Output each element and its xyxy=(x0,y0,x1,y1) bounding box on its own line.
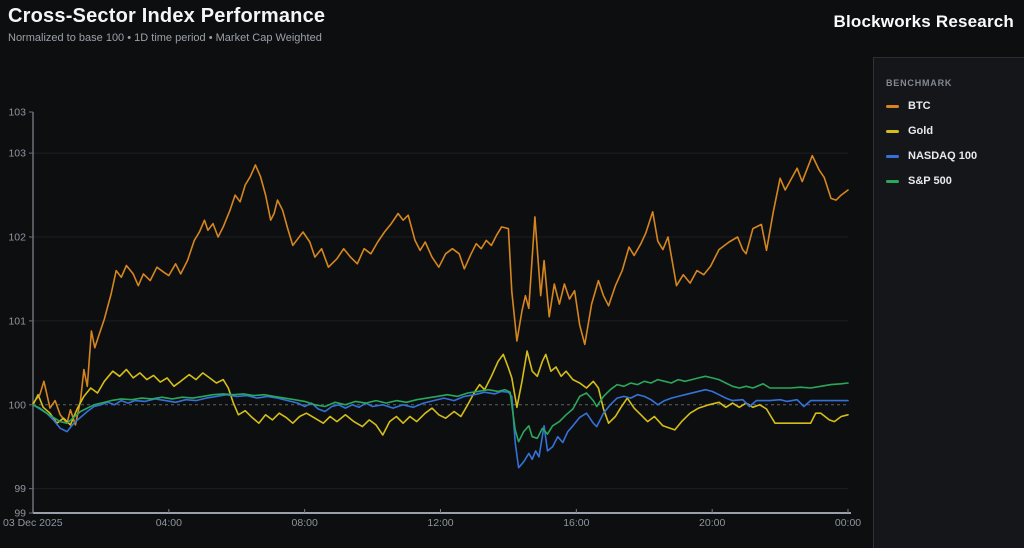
legend-header: BENCHMARK xyxy=(886,78,953,88)
legend-item-label: BTC xyxy=(908,100,931,112)
legend-item-s-p-500[interactable]: S&P 500 xyxy=(886,175,1024,187)
brand-logo: Blockworks Research xyxy=(833,12,1014,31)
y-tick-label: 100 xyxy=(8,399,26,411)
y-tick-label: 99 xyxy=(14,483,26,495)
legend-swatch-icon xyxy=(886,154,899,158)
x-tick-label: 03 Dec 2025 xyxy=(3,517,63,529)
legend-swatch-icon xyxy=(886,129,899,133)
y-tick-label: 103 xyxy=(8,107,26,119)
x-tick-label: 04:00 xyxy=(156,517,182,529)
legend-item-label: S&P 500 xyxy=(908,175,952,187)
series-line-s-p-500[interactable] xyxy=(32,375,849,443)
legend-panel: BENCHMARK BTC Gold NASDAQ 100 S&P 500 xyxy=(873,57,1024,548)
legend-item-gold[interactable]: Gold xyxy=(886,125,1024,137)
y-axis-labels: 103 103 102 101 100 99 99 xyxy=(8,107,33,520)
y-tick-label: 103 xyxy=(8,148,26,160)
page-title: Cross-Sector Index Performance xyxy=(8,5,326,27)
legend-item-nasdaq-100[interactable]: NASDAQ 100 xyxy=(886,150,1024,162)
legend-items: BTC Gold NASDAQ 100 S&P 500 xyxy=(886,100,1024,187)
x-axis-labels: 03 Dec 2025 04:00 08:00 12:00 16:00 20:00 00:0… xyxy=(3,509,861,529)
x-tick-label: 08:00 xyxy=(292,517,318,529)
x-tick-label: 20:00 xyxy=(699,517,725,529)
gridlines xyxy=(33,152,848,490)
series-line-btc[interactable] xyxy=(32,154,849,426)
page-subtitle: Normalized to base 100 • 1D time period … xyxy=(8,32,322,44)
x-tick-label: 00:00 xyxy=(835,517,861,529)
legend-item-label: Gold xyxy=(908,125,934,137)
legend-swatch-icon xyxy=(886,104,899,108)
chart-header: Cross-Sector Index Performance Normalize… xyxy=(8,5,1016,44)
y-tick-label: 101 xyxy=(8,315,26,327)
y-tick-label: 99 xyxy=(14,508,26,520)
series-line-gold[interactable] xyxy=(32,350,849,436)
y-tick-label: 102 xyxy=(8,231,26,243)
legend-item-btc[interactable]: BTC xyxy=(886,100,1024,112)
legend-swatch-icon xyxy=(886,179,899,183)
series-line-nasdaq-100[interactable] xyxy=(32,388,849,469)
legend-item-label: NASDAQ 100 xyxy=(908,150,978,162)
x-tick-label: 12:00 xyxy=(427,517,453,529)
x-tick-label: 16:00 xyxy=(563,517,589,529)
